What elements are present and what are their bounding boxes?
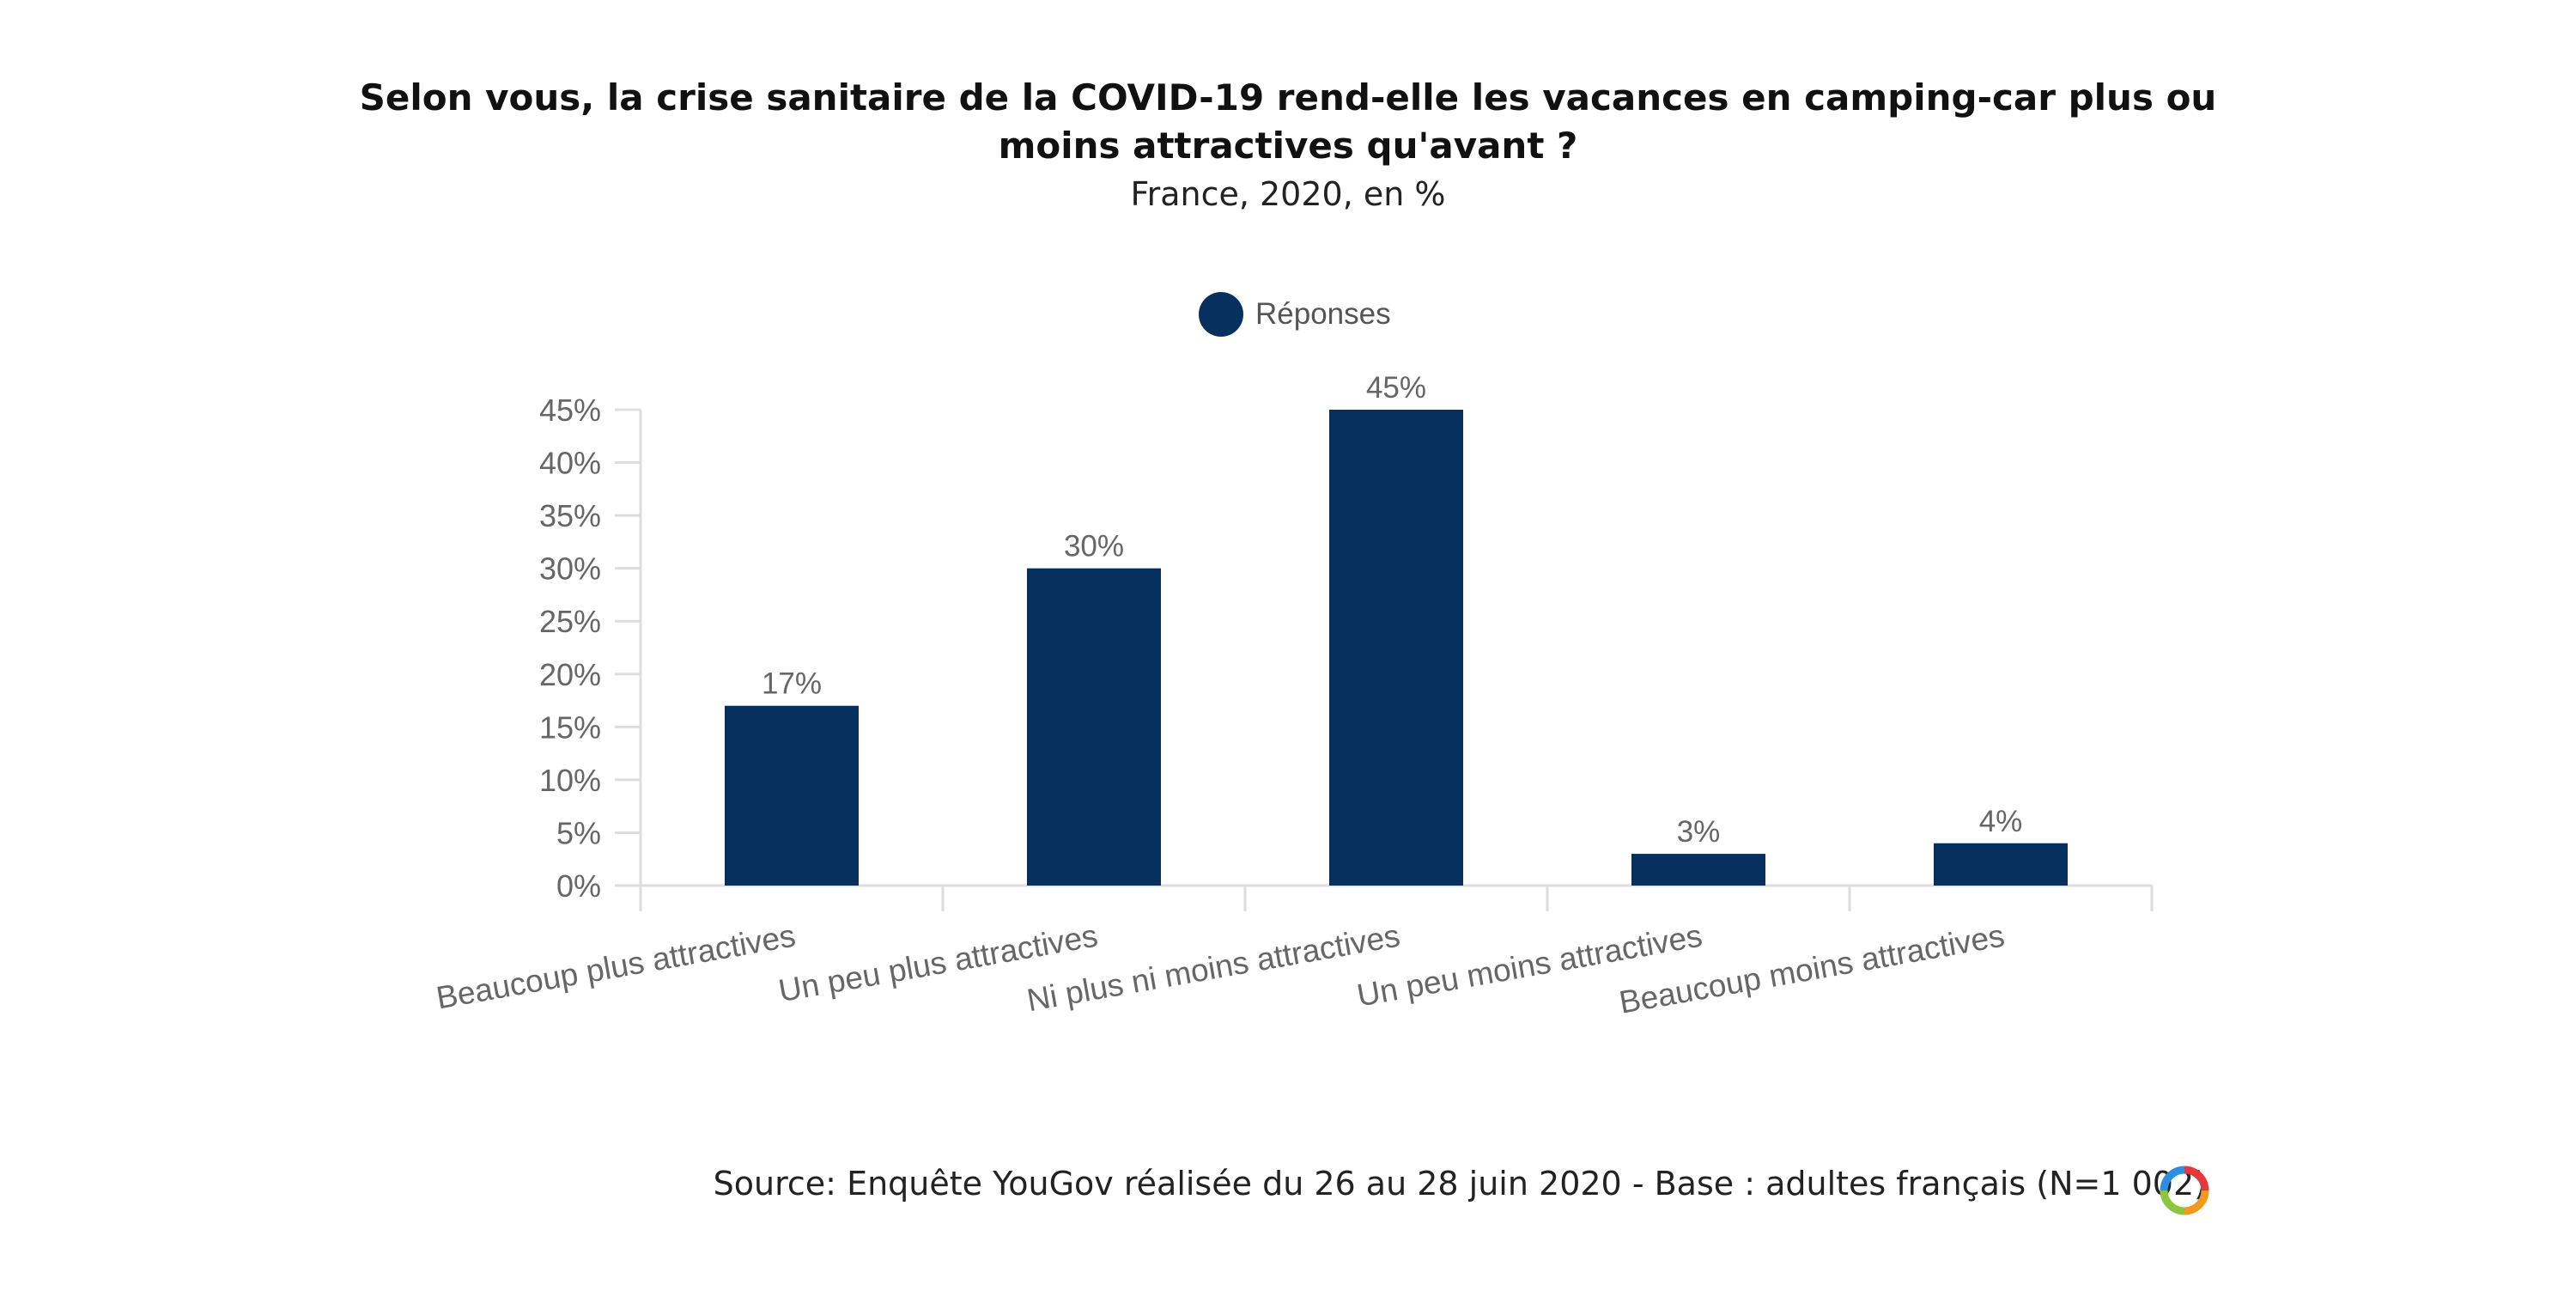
data-label: 30% [1064,530,1124,563]
logo-arc-green [2160,1190,2185,1215]
chart-title-line-2: moins attractives qu'avant ? [998,125,1578,167]
data-label: 4% [1979,805,2023,838]
bar [1631,854,1765,886]
chart-subtitle: France, 2020, en % [1130,175,1446,213]
chart-title-line-1: Selon vous, la crise sanitaire de la COV… [359,76,2217,119]
y-tick-label: 20% [539,657,601,692]
logo-arc-orange [2184,1190,2209,1215]
bar [1934,843,2068,886]
logo-arc-blue [2160,1166,2185,1191]
bar [1329,410,1463,886]
source-note: Source: Enquête YouGov réalisée du 26 au… [713,1165,2207,1202]
legend-label: Réponses [1255,297,1391,331]
data-label: 17% [762,667,822,701]
x-category-label: Beaucoup plus attractives [434,918,798,1016]
y-tick-label: 15% [539,709,601,745]
legend-swatch-icon [1199,292,1243,337]
legend: Réponses [1199,290,1391,338]
bar [725,705,859,886]
y-tick-label: 40% [539,446,601,481]
y-tick-label: 30% [539,551,601,587]
logo-arc-red [2184,1166,2209,1191]
y-tick-label: 10% [539,763,601,798]
y-tick-label: 35% [539,498,601,533]
y-tick-label: 0% [556,868,601,904]
data-label: 45% [1366,371,1426,405]
bar [1027,568,1161,886]
yougov-ring-logo-icon [2160,1166,2209,1215]
data-label: 3% [1677,815,1721,849]
y-tick-label: 25% [539,604,601,639]
y-tick-label: 45% [539,393,601,428]
chart-title: Selon vous, la crise sanitaire de la COV… [0,74,2576,170]
y-tick-label: 5% [556,815,601,850]
